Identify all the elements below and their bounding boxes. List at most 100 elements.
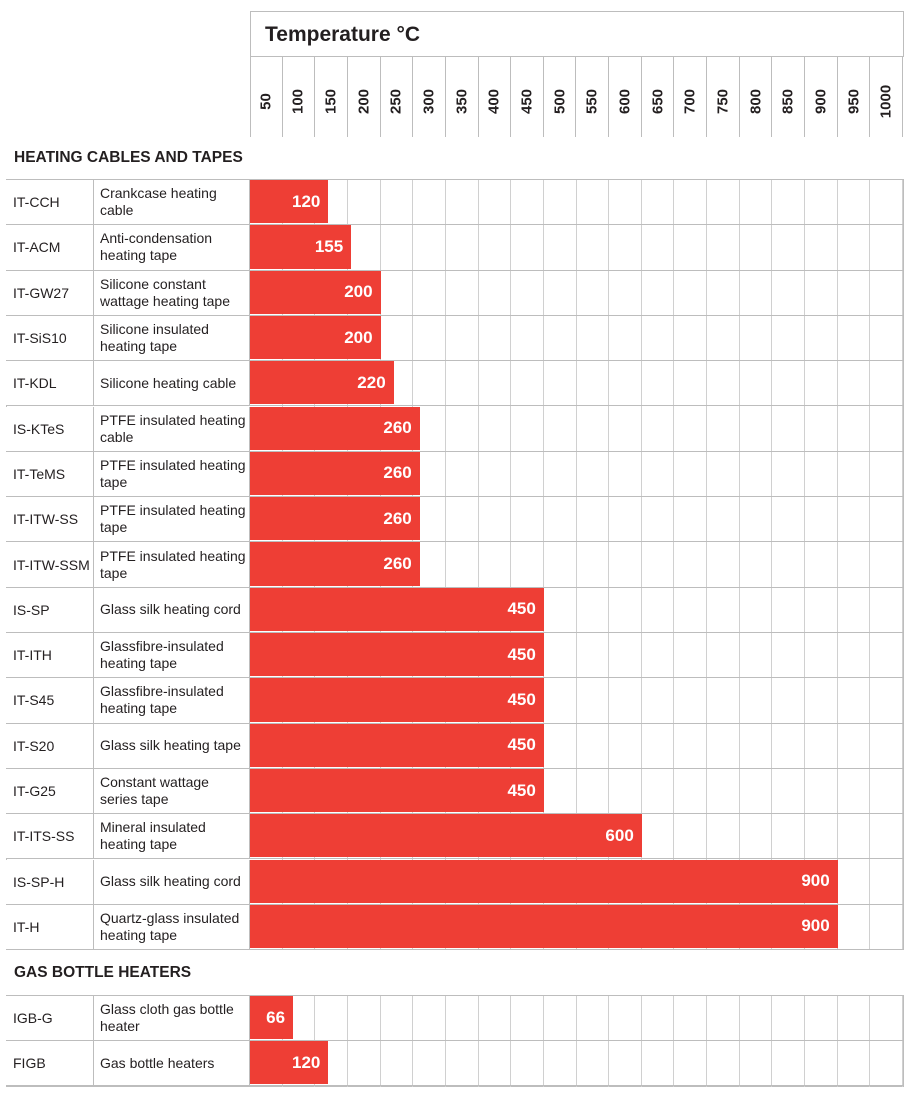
product-description: Crankcase heating cable — [94, 180, 250, 225]
table-row: IT-H Quartz-glass insulated heating tape… — [6, 904, 904, 951]
temperature-bar: 260 — [250, 406, 420, 450]
temperature-bar: 220 — [250, 361, 394, 405]
product-description: Silicone heating cable — [94, 361, 250, 406]
bar-value-label: 200 — [344, 327, 373, 347]
gridline — [608, 137, 610, 1087]
tick-text: 500 — [551, 88, 569, 115]
table-row: IT-G25 Constant wattage series tape 450 — [6, 768, 904, 815]
table-row: IT-TeMS PTFE insulated heating tape 260 — [6, 451, 904, 498]
table-row: FIGB Gas bottle heaters 120 — [6, 1041, 904, 1087]
section-header: GAS BOTTLE HEATERS — [6, 950, 904, 997]
tick-text: 250 — [387, 88, 405, 115]
temperature-bar: 120 — [250, 1041, 329, 1085]
tick-text: 200 — [355, 88, 373, 115]
bar-value-label: 155 — [314, 236, 344, 256]
bar-value-label: 260 — [383, 418, 412, 438]
product-description: Mineral insulated heating tape — [94, 814, 250, 859]
temperature-bar: 450 — [250, 678, 544, 722]
tick-text: 400 — [485, 88, 503, 115]
table-row: IT-KDL Silicone heating cable 220 — [6, 361, 904, 407]
bar-value-label: 260 — [383, 463, 412, 483]
tick-label: 50 — [250, 57, 283, 137]
bar-value-label: 220 — [357, 372, 386, 392]
product-code: IT-CCH — [6, 180, 94, 225]
gridline — [836, 137, 838, 1087]
tick-text: 50 — [257, 93, 275, 110]
bar-value-label: 450 — [507, 735, 536, 755]
tick-label: 750 — [707, 57, 740, 137]
table-row: IS-SP-H Glass silk heating cord 900 — [6, 859, 904, 905]
temperature-bar: 450 — [250, 723, 544, 767]
product-code: IGB-G — [6, 996, 94, 1041]
temperature-bar: 66 — [250, 996, 294, 1040]
gridline — [738, 137, 740, 1087]
gridline — [575, 137, 577, 1087]
bar-value-label: 900 — [801, 916, 830, 936]
gridline — [640, 137, 642, 1087]
tick-label: 950 — [838, 57, 871, 137]
product-code: IT-S20 — [6, 723, 94, 768]
product-code: IT-KDL — [6, 361, 94, 406]
tick-label: 600 — [609, 57, 642, 137]
product-code: IT-GW27 — [6, 270, 94, 315]
temperature-bar: 900 — [250, 904, 838, 949]
gridline — [869, 137, 871, 1087]
temperature-bar: 450 — [250, 587, 544, 631]
tick-text: 950 — [845, 88, 862, 115]
bar-value-label: 450 — [507, 689, 536, 709]
tick-label: 100 — [283, 57, 316, 137]
bar-value-label: 260 — [383, 554, 412, 574]
product-description: Glass silk heating tape — [94, 723, 250, 768]
bar-value-label: 600 — [605, 825, 634, 845]
product-code: IT-ITS-SS — [6, 814, 94, 859]
product-code: IT-SiS10 — [6, 315, 94, 361]
product-description: Glass cloth gas bottle heater — [94, 996, 250, 1041]
bar-value-label: 260 — [383, 508, 412, 528]
product-description: PTFE insulated heating cable — [94, 406, 250, 451]
temperature-bar: 260 — [250, 451, 420, 496]
product-code: IT-ITW-SSM — [6, 542, 94, 587]
product-code: IS-SP — [6, 587, 94, 632]
bar-value-label: 450 — [507, 644, 536, 664]
temperature-bar: 200 — [250, 315, 381, 360]
tick-label: 450 — [511, 57, 544, 137]
tick-label: 250 — [381, 57, 414, 137]
tick-label: 300 — [413, 57, 446, 137]
product-description: Silicone insulated heating tape — [94, 315, 250, 361]
table-row: IT-ITH Glassfibre-insulated heating tape… — [6, 633, 904, 679]
temperature-bar: 155 — [250, 225, 352, 269]
product-code: IT-ITH — [6, 633, 94, 678]
bar-value-label: 120 — [291, 1052, 321, 1072]
tick-label: 850 — [772, 57, 806, 137]
product-code: IT-ACM — [6, 225, 94, 270]
gridline — [706, 137, 708, 1087]
tick-text: 900 — [812, 88, 830, 115]
tick-label: 350 — [446, 57, 479, 137]
tick-label: 500 — [544, 57, 577, 137]
temperature-bar: 200 — [250, 270, 381, 314]
bar-value-label: 66 — [266, 1007, 286, 1027]
temperature-bar: 450 — [250, 633, 544, 677]
product-code: IT-H — [6, 904, 94, 950]
temperature-bar: 260 — [250, 497, 420, 541]
tick-label: 400 — [479, 57, 512, 137]
tick-text: 600 — [616, 88, 634, 115]
bar-value-label: 200 — [344, 282, 373, 302]
tick-label: 800 — [740, 57, 773, 137]
temperature-bar: 260 — [250, 542, 420, 586]
table-row: IGB-G Glass cloth gas bottle heater 66 — [6, 996, 904, 1042]
product-description: Constant wattage series tape — [94, 768, 250, 814]
bar-value-label: 120 — [291, 191, 321, 211]
tick-label: 150 — [315, 57, 348, 137]
product-description: Silicone constant wattage heating tape — [94, 270, 250, 315]
tick-label: 550 — [577, 57, 610, 137]
temperature-bar: 450 — [250, 768, 544, 813]
tick-text: 1000 — [877, 84, 895, 119]
product-code: IT-G25 — [6, 768, 94, 814]
tick-text: 650 — [649, 88, 667, 115]
product-code: IT-TeMS — [6, 451, 94, 497]
product-description: Glassfibre-insulated heating tape — [94, 678, 250, 723]
tick-text: 700 — [681, 88, 699, 115]
section-header: HEATING CABLES AND TAPES — [6, 137, 904, 180]
table-row: IT-ITW-SSM PTFE insulated heating tape 2… — [6, 542, 904, 588]
